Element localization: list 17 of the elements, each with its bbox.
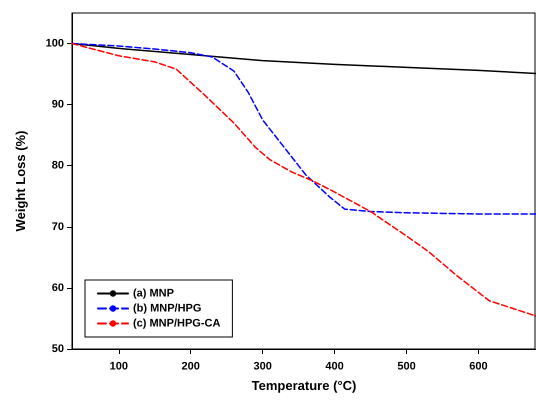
x-axis-title: Temperature (°C) bbox=[252, 378, 356, 393]
legend-label: (c) MNP/HPG-CA bbox=[133, 318, 220, 330]
x-tick-label: 200 bbox=[182, 360, 200, 372]
x-tick-label: 100 bbox=[110, 360, 128, 372]
x-tick-label: 600 bbox=[469, 360, 488, 372]
y-axis-title: Weight Loss (%) bbox=[13, 130, 28, 232]
y-tick-label: 100 bbox=[46, 38, 64, 50]
y-tick-label: 60 bbox=[52, 282, 64, 294]
x-tick-label: 300 bbox=[253, 360, 272, 372]
x-tick-label: 500 bbox=[397, 360, 416, 372]
x-tick-label: 400 bbox=[325, 360, 344, 372]
y-tick-label: 90 bbox=[52, 98, 64, 111]
y-tick-label: 50 bbox=[52, 343, 64, 355]
y-tick-label: 80 bbox=[52, 160, 64, 172]
legend-label: (a) MNP bbox=[133, 288, 174, 300]
y-tick-label: 70 bbox=[52, 220, 64, 233]
legend-label: (b) MNP/HPG bbox=[133, 302, 202, 314]
